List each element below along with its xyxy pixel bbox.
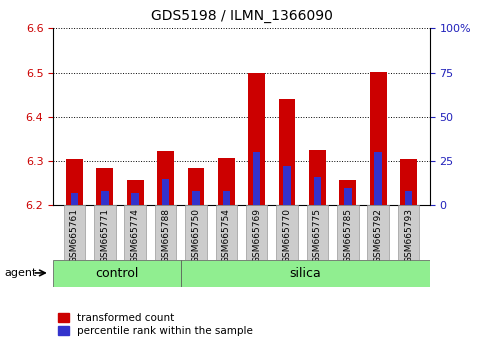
Bar: [94, 205, 115, 260]
Bar: [400, 159, 417, 205]
Bar: [283, 166, 291, 205]
Text: GSM665785: GSM665785: [343, 208, 352, 263]
Text: GSM665769: GSM665769: [252, 208, 261, 263]
Text: GSM665750: GSM665750: [191, 208, 200, 263]
Bar: [248, 73, 265, 205]
Bar: [313, 177, 321, 205]
Bar: [131, 193, 139, 205]
Text: agent: agent: [5, 268, 37, 278]
Bar: [218, 158, 235, 205]
Bar: [340, 180, 356, 205]
Bar: [127, 180, 143, 205]
Bar: [64, 205, 85, 260]
Bar: [309, 150, 326, 205]
Bar: [66, 159, 83, 205]
Text: control: control: [95, 267, 139, 280]
Bar: [185, 205, 207, 260]
Text: GSM665771: GSM665771: [100, 208, 109, 263]
Text: GSM665774: GSM665774: [131, 208, 140, 263]
Bar: [181, 260, 430, 287]
Bar: [187, 168, 204, 205]
Bar: [246, 205, 268, 260]
Bar: [125, 205, 146, 260]
Bar: [192, 191, 200, 205]
Text: GSM665793: GSM665793: [404, 208, 413, 263]
Bar: [71, 193, 78, 205]
Legend: transformed count, percentile rank within the sample: transformed count, percentile rank withi…: [58, 313, 253, 336]
Bar: [155, 205, 176, 260]
Bar: [253, 152, 260, 205]
Bar: [215, 205, 237, 260]
Bar: [307, 205, 328, 260]
Bar: [337, 205, 358, 260]
Bar: [344, 188, 352, 205]
Text: silica: silica: [289, 267, 321, 280]
Bar: [101, 191, 109, 205]
Bar: [279, 99, 296, 205]
Bar: [398, 205, 419, 260]
Bar: [223, 191, 230, 205]
Text: GSM665792: GSM665792: [374, 208, 383, 263]
Bar: [368, 205, 389, 260]
Bar: [276, 205, 298, 260]
Bar: [370, 72, 386, 205]
Text: GSM665761: GSM665761: [70, 208, 79, 263]
Text: GDS5198 / ILMN_1366090: GDS5198 / ILMN_1366090: [151, 9, 332, 23]
Bar: [374, 152, 382, 205]
Text: GSM665770: GSM665770: [283, 208, 292, 263]
Text: GSM665775: GSM665775: [313, 208, 322, 263]
Bar: [405, 191, 412, 205]
Bar: [97, 168, 113, 205]
Bar: [53, 260, 181, 287]
Bar: [162, 179, 170, 205]
Text: GSM665788: GSM665788: [161, 208, 170, 263]
Bar: [157, 152, 174, 205]
Text: GSM665754: GSM665754: [222, 208, 231, 263]
